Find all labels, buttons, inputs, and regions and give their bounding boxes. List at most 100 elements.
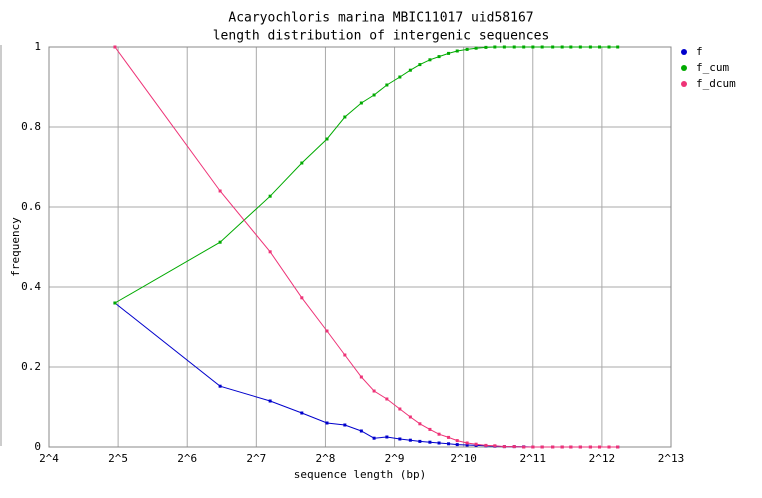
point: [540, 45, 544, 49]
point: [607, 445, 611, 449]
x-tick-label: 2^9: [385, 452, 405, 465]
x-tick-label: 2^7: [246, 452, 266, 465]
point: [268, 250, 272, 254]
point: [359, 101, 363, 105]
point: [398, 407, 402, 411]
point: [588, 45, 592, 49]
point: [522, 45, 526, 49]
plot-frame: [48, 46, 672, 448]
point: [428, 427, 432, 431]
point: [465, 441, 469, 445]
x-tick-label: 2^12: [589, 452, 616, 465]
y-tick-label: 0.6: [21, 200, 41, 213]
legend-marker: [681, 65, 687, 71]
point: [551, 45, 555, 49]
point: [455, 49, 459, 53]
x-tick-label: 2^11: [520, 452, 547, 465]
point: [428, 440, 432, 444]
point: [218, 240, 222, 244]
x-tick-label: 2^5: [108, 452, 128, 465]
series-line: [114, 46, 618, 304]
point: [372, 389, 376, 393]
point: [484, 443, 488, 447]
point: [372, 93, 376, 97]
point: [218, 189, 222, 193]
x-tick-label: 2^4: [39, 452, 59, 465]
point: [588, 445, 592, 449]
x-axis-label: sequence length (bp): [294, 468, 426, 481]
point: [325, 137, 329, 141]
point: [418, 439, 422, 443]
point: [343, 423, 347, 427]
point: [578, 45, 582, 49]
y-tick-label: 0.4: [21, 280, 41, 293]
y-axis-label: frequency: [9, 217, 22, 277]
legend-marker: [681, 49, 687, 55]
point: [502, 45, 506, 49]
point: [385, 397, 389, 401]
point: [484, 45, 488, 49]
point: [343, 353, 347, 357]
point: [551, 445, 555, 449]
point: [359, 375, 363, 379]
chart-subtitle: length distribution of intergenic sequen…: [213, 29, 550, 44]
point: [455, 443, 459, 447]
y-tick-label: 0.2: [21, 360, 41, 373]
point: [598, 45, 602, 49]
point: [569, 445, 573, 449]
point: [385, 83, 389, 87]
point: [408, 438, 412, 442]
point: [408, 415, 412, 419]
point: [300, 161, 304, 165]
x-tick-label: 2^6: [177, 452, 197, 465]
point: [560, 445, 564, 449]
point: [343, 115, 347, 119]
point: [325, 329, 329, 333]
legend-label: f_cum: [696, 61, 729, 74]
point: [408, 68, 412, 72]
y-tick-label: 0.8: [21, 120, 41, 133]
point: [531, 445, 535, 449]
point: [359, 429, 363, 433]
point: [493, 444, 497, 448]
legend-label: f_dcum: [696, 77, 736, 90]
point: [531, 45, 535, 49]
point: [113, 45, 117, 49]
point: [465, 47, 469, 51]
x-tick-label: 2^8: [316, 452, 336, 465]
point: [447, 51, 451, 55]
point: [465, 443, 469, 447]
point: [616, 445, 620, 449]
x-tick-label: 2^13: [658, 452, 685, 465]
point: [447, 435, 451, 439]
point: [385, 435, 389, 439]
point: [616, 45, 620, 49]
point: [437, 441, 441, 445]
point: [398, 75, 402, 79]
point: [569, 45, 573, 49]
point: [598, 445, 602, 449]
point: [540, 445, 544, 449]
point: [300, 411, 304, 415]
point: [113, 301, 117, 305]
series-line: [114, 46, 618, 448]
point: [418, 422, 422, 426]
point: [437, 55, 441, 59]
point: [607, 45, 611, 49]
point: [447, 442, 451, 446]
point: [474, 442, 478, 446]
x-tick-label: 2^10: [450, 452, 477, 465]
point: [300, 296, 304, 300]
y-tick-label: 0: [34, 440, 41, 453]
point: [512, 45, 516, 49]
legend-label: f: [696, 45, 703, 58]
point: [218, 384, 222, 388]
point: [560, 45, 564, 49]
point: [455, 439, 459, 443]
point: [418, 63, 422, 67]
point: [512, 445, 516, 449]
point: [578, 445, 582, 449]
y-tick-label: 1: [34, 40, 41, 53]
point: [428, 58, 432, 62]
